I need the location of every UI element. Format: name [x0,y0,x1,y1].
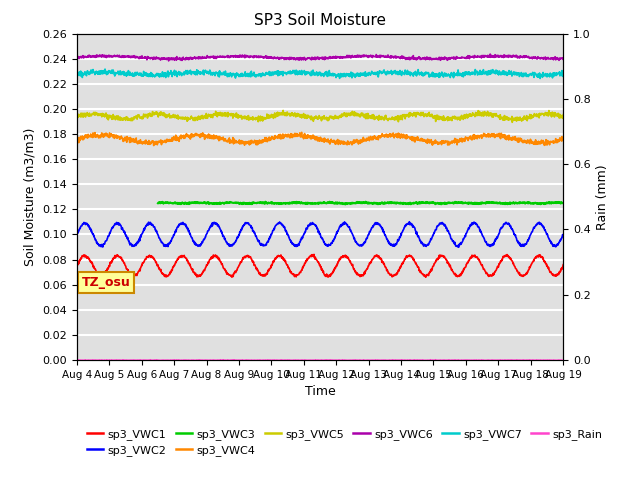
sp3_VWC5 [298,113,306,119]
sp3_Rain [298,357,306,363]
sp3_VWC4 [280,135,287,141]
Line: sp3_VWC2: sp3_VWC2 [77,222,563,247]
sp3_VWC7 [131,73,138,79]
sp3_VWC2 [111,222,118,228]
Title: SP3 Soil Moisture: SP3 Soil Moisture [254,13,386,28]
sp3_VWC4 [350,140,358,146]
sp3_VWC7 [559,70,567,75]
sp3_VWC1 [111,255,118,261]
sp3_VWC1 [350,266,358,272]
sp3_VWC4 [298,130,305,135]
sp3_Rain [279,357,287,363]
sp3_VWC1 [289,271,297,276]
sp3_VWC5 [111,113,118,119]
sp3_VWC6 [559,56,567,62]
sp3_VWC3 [559,200,567,206]
sp3_VWC7 [536,75,544,81]
X-axis label: Time: Time [305,385,335,398]
sp3_VWC6 [73,54,81,60]
sp3_Rain [349,357,357,363]
Line: sp3_VWC6: sp3_VWC6 [77,54,563,61]
sp3_VWC2 [455,244,463,250]
sp3_VWC6 [111,52,118,58]
sp3_VWC5 [559,112,567,118]
sp3_Rain [443,357,451,363]
Line: sp3_VWC5: sp3_VWC5 [77,110,563,122]
sp3_VWC2 [298,236,306,241]
sp3_VWC7 [73,69,81,75]
sp3_Rain [131,357,138,363]
sp3_VWC3 [252,200,259,206]
sp3_VWC5 [290,112,298,118]
sp3_VWC4 [73,136,81,142]
Text: TZ_osu: TZ_osu [82,276,131,289]
Line: sp3_VWC7: sp3_VWC7 [77,69,563,78]
Y-axis label: Soil Moisture (m3/m3): Soil Moisture (m3/m3) [24,128,36,266]
sp3_Rain [111,357,118,363]
sp3_VWC2 [559,233,567,239]
sp3_VWC4 [150,143,157,148]
sp3_VWC1 [422,275,429,280]
sp3_VWC6 [131,53,138,59]
sp3_VWC6 [290,57,298,62]
sp3_VWC7 [290,70,298,75]
sp3_VWC1 [559,262,567,268]
sp3_VWC3 [417,200,424,205]
sp3_VWC1 [131,273,138,279]
sp3_VWC1 [73,264,81,269]
sp3_VWC1 [310,252,318,257]
sp3_VWC7 [350,71,358,77]
sp3_VWC2 [279,223,287,228]
sp3_VWC5 [280,110,287,116]
sp3_VWC7 [298,70,306,76]
sp3_VWC3 [355,199,362,205]
sp3_VWC4 [131,136,138,142]
sp3_VWC5 [279,108,287,113]
sp3_Rain [73,357,81,363]
Line: sp3_VWC4: sp3_VWC4 [77,132,563,145]
sp3_VWC5 [131,114,138,120]
sp3_VWC6 [298,56,306,61]
sp3_VWC4 [299,134,307,140]
sp3_VWC5 [73,114,81,120]
sp3_VWC7 [111,73,118,79]
sp3_VWC4 [290,133,298,139]
Legend: sp3_VWC1, sp3_VWC2, sp3_VWC3, sp3_VWC4, sp3_VWC5, sp3_VWC6, sp3_VWC7, sp3_Rain: sp3_VWC1, sp3_VWC2, sp3_VWC3, sp3_VWC4, … [83,424,607,461]
sp3_VWC3 [369,201,377,206]
sp3_Rain [431,357,439,362]
Line: sp3_VWC3: sp3_VWC3 [158,202,563,204]
sp3_VWC3 [342,202,349,207]
sp3_VWC7 [280,69,287,75]
sp3_Rain [289,357,297,363]
sp3_VWC6 [280,55,287,61]
sp3_VWC1 [279,255,287,261]
sp3_VWC5 [350,109,358,115]
sp3_VWC2 [349,234,357,240]
Line: sp3_VWC1: sp3_VWC1 [77,254,563,277]
sp3_VWC7 [101,66,109,72]
Y-axis label: Rain (mm): Rain (mm) [596,164,609,229]
sp3_VWC4 [111,135,118,141]
sp3_VWC3 [154,200,162,206]
sp3_VWC3 [260,200,268,205]
sp3_VWC6 [164,58,172,64]
sp3_VWC2 [73,230,81,236]
sp3_VWC4 [559,138,567,144]
sp3_VWC5 [508,120,516,125]
sp3_VWC2 [406,219,413,225]
sp3_VWC1 [298,267,306,273]
sp3_VWC2 [289,241,297,247]
sp3_VWC2 [131,243,138,249]
sp3_VWC6 [486,51,494,57]
sp3_VWC3 [262,199,269,204]
sp3_VWC3 [339,201,346,206]
sp3_Rain [559,357,567,363]
sp3_VWC6 [350,54,358,60]
